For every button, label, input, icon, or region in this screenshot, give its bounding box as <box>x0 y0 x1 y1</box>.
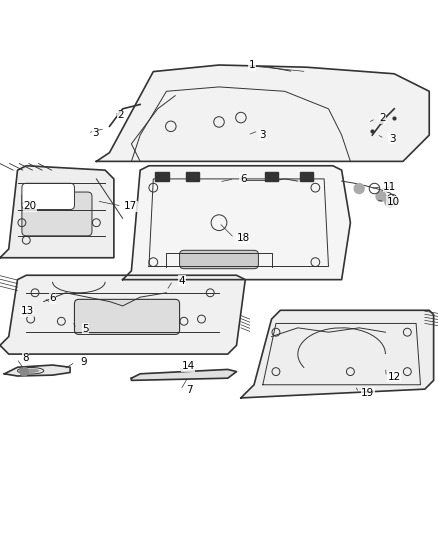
Circle shape <box>375 191 387 202</box>
Bar <box>265 172 278 181</box>
Text: 18: 18 <box>237 233 250 243</box>
Polygon shape <box>241 310 434 398</box>
Text: 3: 3 <box>259 130 266 140</box>
Bar <box>186 172 199 181</box>
Text: 11: 11 <box>383 182 396 192</box>
Text: 5: 5 <box>82 324 89 334</box>
Text: 17: 17 <box>124 201 137 211</box>
Polygon shape <box>0 275 245 354</box>
Text: 3: 3 <box>389 134 396 143</box>
Text: 9: 9 <box>81 357 88 367</box>
Circle shape <box>20 367 28 376</box>
Polygon shape <box>96 65 429 161</box>
FancyBboxPatch shape <box>22 183 74 209</box>
Text: 2: 2 <box>379 114 386 124</box>
Bar <box>300 172 313 181</box>
Text: 13: 13 <box>21 306 34 316</box>
Polygon shape <box>4 365 70 376</box>
Circle shape <box>353 183 365 194</box>
Text: 3: 3 <box>92 128 99 138</box>
Text: 6: 6 <box>240 174 247 184</box>
Ellipse shape <box>22 368 39 373</box>
Text: 14: 14 <box>182 361 195 372</box>
Text: 1: 1 <box>248 60 255 70</box>
Bar <box>155 172 169 181</box>
Text: 20: 20 <box>23 201 36 211</box>
Text: 10: 10 <box>386 197 399 207</box>
Polygon shape <box>131 369 237 381</box>
Text: 6: 6 <box>49 293 56 303</box>
Text: 2: 2 <box>117 110 124 120</box>
Text: 8: 8 <box>22 353 29 364</box>
FancyBboxPatch shape <box>180 251 258 269</box>
Circle shape <box>384 196 396 207</box>
Polygon shape <box>0 166 114 258</box>
FancyBboxPatch shape <box>22 192 92 236</box>
Text: 4: 4 <box>178 276 185 286</box>
Text: 7: 7 <box>186 385 193 395</box>
Text: 12: 12 <box>388 372 401 382</box>
Text: 19: 19 <box>361 387 374 398</box>
Polygon shape <box>123 166 350 280</box>
FancyBboxPatch shape <box>74 300 180 334</box>
